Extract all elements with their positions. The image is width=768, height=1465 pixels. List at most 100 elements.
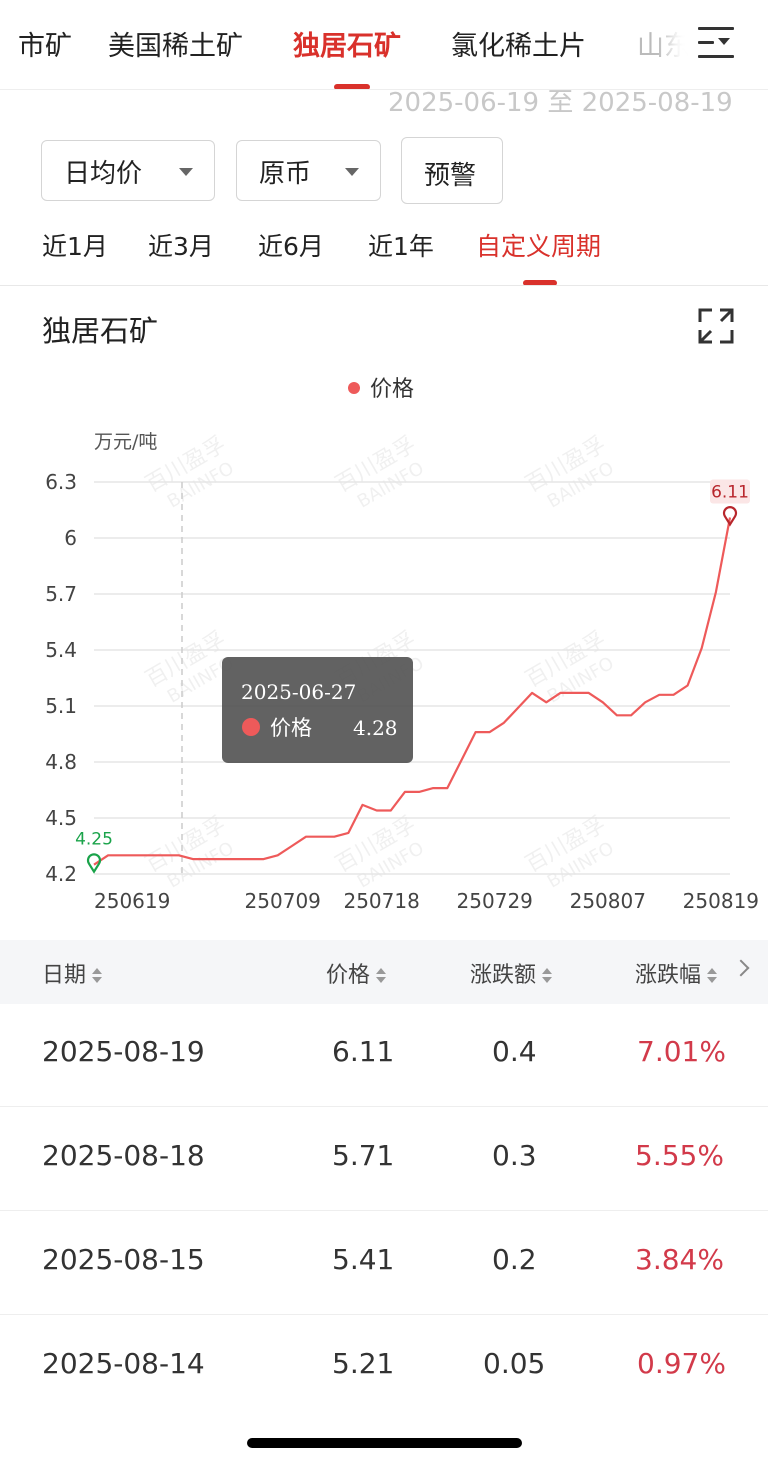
data-point xyxy=(673,694,675,696)
tab-shandong[interactable]: 山东 xyxy=(637,31,691,62)
x-axis-ticks: 250619 250709 250718 250729 250807 250819 xyxy=(94,889,759,913)
data-point xyxy=(432,787,434,789)
data-point xyxy=(574,692,576,694)
y-axis-ticks: 6.3 6 5.7 5.4 5.1 4.8 4.5 4.2 xyxy=(45,470,77,886)
data-point xyxy=(531,692,533,694)
max-marker-label-bg xyxy=(710,479,750,504)
cell-change-pct: 3.84% xyxy=(635,1243,724,1276)
tooltip-date: 2025-06-27 xyxy=(241,680,356,704)
min-marker-label: 4.25 xyxy=(75,830,113,850)
cell-change: 0.05 xyxy=(483,1347,546,1380)
y-tick-label: 6 xyxy=(64,526,77,550)
data-point xyxy=(121,855,123,857)
cell-change-pct: 5.55% xyxy=(635,1139,724,1172)
data-point xyxy=(630,715,632,717)
cell-change-pct: 0.97% xyxy=(637,1347,726,1380)
tooltip-series: 价格 xyxy=(270,716,312,740)
data-point xyxy=(263,858,265,860)
x-tick-label: 250819 xyxy=(683,889,759,913)
chevron-right-icon[interactable] xyxy=(732,959,750,977)
data-point xyxy=(348,832,350,834)
sort-icon xyxy=(92,967,103,985)
table-row[interactable]: 2025-08-15 5.41 0.2 3.84% xyxy=(0,1211,768,1315)
marker-layer: 4.25 6.11 xyxy=(74,479,750,874)
sort-icon xyxy=(376,967,387,985)
data-point xyxy=(461,759,463,761)
data-point xyxy=(602,701,604,703)
period-custom[interactable]: 自定义周期 xyxy=(476,232,602,261)
tab-us-rare-earth-ore[interactable]: 美国稀土矿 xyxy=(108,31,243,62)
col-change[interactable]: 涨跌额 xyxy=(470,957,553,989)
period-6m[interactable]: 近6月 xyxy=(258,232,324,261)
data-point xyxy=(235,858,237,860)
currency-dropdown[interactable]: 原币 xyxy=(236,140,381,201)
cell-date: 2025-08-14 xyxy=(42,1347,205,1380)
cell-price: 6.11 xyxy=(332,1035,395,1068)
price-type-dropdown[interactable]: 日均价 xyxy=(41,140,215,201)
data-point xyxy=(164,855,166,857)
legend-label[interactable]: 价格 xyxy=(370,377,414,402)
col-price[interactable]: 价格 xyxy=(326,957,387,989)
data-point xyxy=(447,787,449,789)
tab-monazite[interactable]: 独居石矿 xyxy=(293,31,401,62)
data-point xyxy=(560,692,562,694)
tab-rare-earth-chloride[interactable]: 氯化稀土片 xyxy=(451,31,586,62)
sort-icon xyxy=(707,967,718,985)
data-point xyxy=(150,855,152,857)
cell-change: 0.2 xyxy=(492,1243,537,1276)
tooltip-value: 4.28 xyxy=(353,716,398,740)
min-marker-label-bg xyxy=(74,826,114,851)
period-3m[interactable]: 近3月 xyxy=(148,232,214,261)
cell-date: 2025-08-18 xyxy=(42,1139,205,1172)
data-point xyxy=(192,858,194,860)
cell-date: 2025-08-15 xyxy=(42,1243,205,1276)
price-alert-button[interactable]: 预警 xyxy=(401,137,503,204)
category-tab-bar: 市矿 美国稀土矿 独居石矿 氯化稀土片 山东 xyxy=(0,0,768,90)
divider xyxy=(0,285,768,286)
period-1m[interactable]: 近1月 xyxy=(42,232,108,261)
data-point xyxy=(305,836,307,838)
y-tick-label: 5.4 xyxy=(45,638,77,662)
tooltip-marker xyxy=(242,718,260,736)
tab-rare-earth-ore[interactable]: 市矿 xyxy=(18,31,72,62)
fullscreen-icon[interactable] xyxy=(698,308,734,344)
col-change-pct[interactable]: 涨跌幅 xyxy=(635,957,718,989)
price-type-value: 日均价 xyxy=(64,159,143,189)
col-date[interactable]: 日期 xyxy=(42,957,103,989)
price-alert-label: 预警 xyxy=(424,161,477,191)
data-point xyxy=(249,858,251,860)
date-range-label: 2025-06-19 至 2025-08-19 xyxy=(388,88,733,118)
data-point xyxy=(333,836,335,838)
table-row[interactable]: 2025-08-14 5.21 0.05 0.97% xyxy=(0,1315,768,1419)
data-point xyxy=(107,855,109,857)
category-menu-button[interactable] xyxy=(688,18,748,68)
data-point xyxy=(277,855,279,857)
legend-marker xyxy=(348,382,360,394)
data-point xyxy=(136,855,138,857)
x-tick-label: 250729 xyxy=(457,889,533,913)
y-axis-unit: 万元/吨 xyxy=(94,431,157,453)
y-tick-label: 4.2 xyxy=(45,862,77,886)
data-point xyxy=(404,791,406,793)
series-line-price xyxy=(93,517,732,866)
data-point xyxy=(418,791,420,793)
table-row[interactable]: 2025-08-18 5.71 0.3 5.55% xyxy=(0,1107,768,1211)
data-point xyxy=(390,810,392,812)
data-point xyxy=(178,855,180,857)
y-tick-label: 6.3 xyxy=(45,470,77,494)
data-point xyxy=(489,731,491,733)
x-tick-label: 250709 xyxy=(245,889,321,913)
y-tick-label: 4.8 xyxy=(45,750,77,774)
data-point xyxy=(220,858,222,860)
chart-title: 独居石矿 xyxy=(42,314,159,348)
data-point xyxy=(701,647,703,649)
x-tick-label: 250807 xyxy=(570,889,646,913)
active-period-indicator xyxy=(523,280,557,286)
data-point xyxy=(376,810,378,812)
period-1y[interactable]: 近1年 xyxy=(368,232,434,261)
data-point xyxy=(545,701,547,703)
data-point xyxy=(206,858,208,860)
cell-change: 0.3 xyxy=(492,1139,537,1172)
table-row[interactable]: 2025-08-19 6.11 0.4 7.01% xyxy=(0,1003,768,1107)
